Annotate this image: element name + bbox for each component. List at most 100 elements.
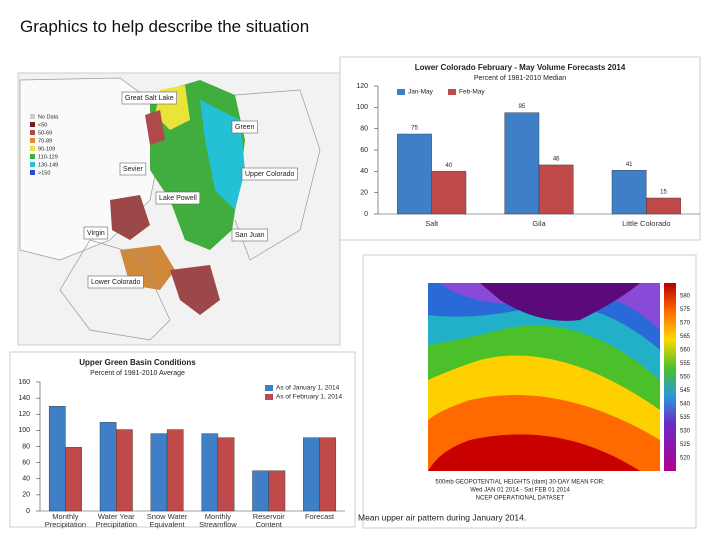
colorbar-label: 550 [680, 375, 691, 381]
chart-title: Lower Colorado February - May Volume For… [415, 63, 626, 72]
legend-swatch [30, 130, 35, 135]
legend-label: 90-109 [38, 146, 55, 152]
map-label: Great Salt Lake [125, 95, 174, 102]
y-tick-label: 160 [18, 379, 30, 386]
bar [65, 447, 82, 512]
x-tick-label: Reservoir Content [252, 512, 285, 529]
map-label: Virgin [87, 230, 105, 237]
legend-label: 110-129 [38, 154, 58, 160]
colorbar-label: 525 [680, 442, 691, 448]
legend-label: >150 [38, 170, 50, 176]
legend-swatch [30, 162, 35, 167]
colorbar-label: 520 [680, 456, 691, 462]
bar [201, 433, 219, 512]
map-label-box [231, 120, 258, 134]
bar [166, 429, 184, 512]
colorbar-label: 530 [680, 429, 691, 435]
map-label-box [87, 275, 144, 289]
legend-swatch [30, 114, 35, 119]
x-tick-label: Water Year Precipitation [95, 512, 137, 529]
y-tick-label: 20 [22, 492, 30, 499]
colorbar-label: 570 [680, 321, 691, 327]
map-label: Lower Colorado [91, 279, 141, 286]
legend-swatch [30, 122, 35, 127]
legend-label: Feb-May [459, 89, 485, 96]
legend-label: 50-69 [38, 130, 52, 136]
legend-label: Jan-May [408, 89, 434, 96]
colorbar-label: 545 [680, 388, 691, 394]
bar [397, 133, 432, 215]
data-label: 41 [626, 162, 633, 168]
legend-label: No Data [38, 114, 59, 120]
bar [611, 170, 647, 215]
bar [116, 429, 133, 512]
y-tick-label: 40 [22, 476, 30, 483]
legend-swatch [30, 170, 35, 175]
legend-label: 70-89 [38, 138, 52, 144]
bar [646, 197, 681, 215]
legend-label: 130-149 [38, 162, 58, 168]
map-label: Lake Powell [159, 195, 197, 202]
map-label-box [231, 228, 268, 242]
y-tick-label: 140 [18, 395, 30, 402]
map-label-box [83, 226, 109, 240]
y-tick-label: 80 [360, 126, 368, 133]
bar [504, 112, 540, 215]
colorbar-label: 560 [680, 348, 691, 354]
bar [217, 437, 235, 512]
y-tick-label: 60 [22, 459, 30, 466]
bar [303, 437, 320, 512]
chart-subtitle: Percent of 1981-2010 Median [474, 75, 566, 82]
chart-title: Upper Green Basin Conditions [79, 358, 196, 367]
map-label: Sevier [123, 166, 144, 173]
legend-swatch [448, 89, 456, 95]
colorbar-label: 555 [680, 361, 691, 367]
map-label-box [121, 91, 177, 105]
x-tick-label: Gila [532, 219, 546, 228]
map-label-box [119, 162, 147, 176]
colorbar-label: 575 [680, 307, 691, 313]
colorbar-label: 580 [680, 294, 691, 300]
y-tick-label: 40 [360, 168, 368, 175]
map-label-box [241, 167, 298, 181]
weather-map [362, 254, 697, 529]
y-tick-label: 100 [356, 104, 368, 111]
x-tick-label: Salt [425, 219, 439, 228]
y-tick-label: 0 [364, 211, 368, 218]
bar [99, 422, 117, 512]
bar [252, 470, 269, 512]
y-tick-label: 120 [18, 411, 30, 418]
y-tick-label: 100 [18, 427, 30, 434]
map-label: Green [235, 124, 255, 131]
legend-swatch [265, 394, 273, 400]
bar [48, 405, 66, 512]
legend-label: <50 [38, 122, 47, 128]
data-label: 40 [445, 163, 452, 169]
legend-label: As of February 1, 2014 [276, 394, 343, 401]
data-label: 95 [518, 104, 525, 110]
map-label: Upper Colorado [245, 171, 295, 178]
x-tick-label: Snow Water Equivalent [146, 512, 188, 529]
map-label-box [155, 191, 201, 205]
legend-swatch [265, 385, 273, 391]
bar [268, 470, 286, 512]
colorbar-label: 540 [680, 402, 691, 408]
colorbar-label: 565 [680, 334, 691, 340]
legend-swatch [30, 154, 35, 159]
y-tick-label: 80 [22, 443, 30, 450]
legend-label: As of January 1, 2014 [276, 385, 340, 392]
map-caption: Mean upper air pattern during January 20… [358, 512, 526, 522]
x-tick-label: Monthly Streamflow [199, 512, 237, 529]
bar [431, 171, 467, 215]
map-footer: NCEP OPERATIONAL DATASET [476, 496, 565, 502]
y-tick-label: 60 [360, 147, 368, 154]
bar [319, 437, 337, 512]
x-tick-label: Monthly Precipitation [44, 512, 87, 529]
data-label: 75 [411, 126, 418, 132]
y-tick-label: 0 [26, 508, 30, 515]
y-tick-label: 120 [356, 83, 368, 90]
map-footer: 500mb GEOPOTENTIAL HEIGHTS (dam) 30-DAY … [435, 480, 605, 486]
chart-subtitle: Percent of 1981-2010 Average [90, 370, 185, 377]
